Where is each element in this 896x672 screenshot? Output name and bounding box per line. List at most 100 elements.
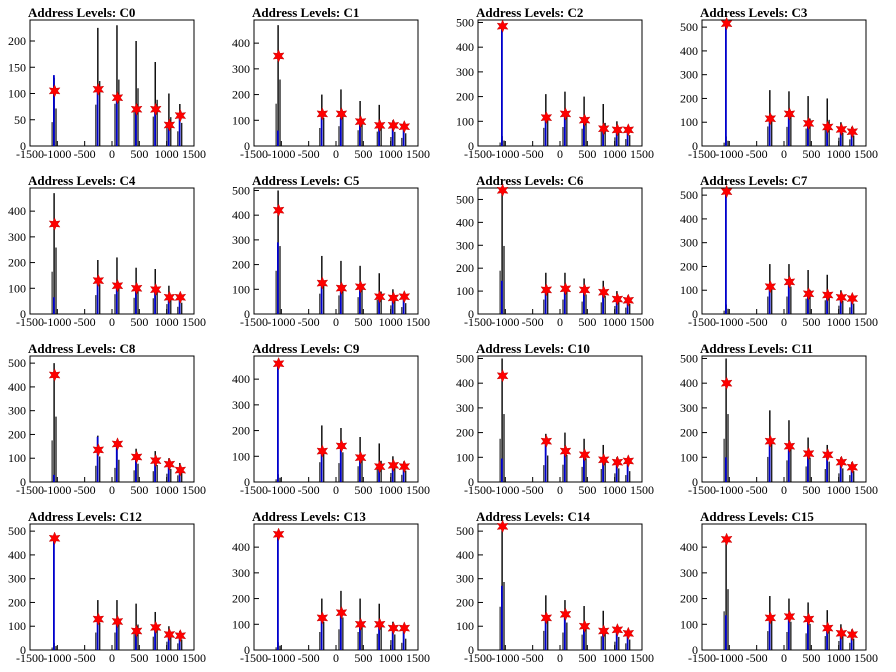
- x-tick-label: -500: [298, 483, 320, 497]
- y-tick-label: 200: [232, 424, 250, 438]
- chart-panel: Address Levels: C14 0 100 200 300 400 500 -1500…: [456, 509, 654, 665]
- black-bar: [342, 617, 344, 650]
- black-bar: [177, 643, 179, 650]
- x-tick-label: 1000: [379, 147, 403, 161]
- black-bar: [357, 130, 359, 146]
- blue-bar: [96, 280, 99, 314]
- black-bar: [790, 448, 792, 482]
- black-bar: [824, 300, 826, 314]
- black-bar: [786, 126, 788, 146]
- x-tick-label: -500: [522, 315, 544, 329]
- x-tick-label: -1500: [464, 483, 492, 497]
- marker-point: [149, 453, 162, 468]
- black-bar: [629, 135, 631, 146]
- black-bar: [279, 79, 281, 146]
- y-tick-label: 400: [232, 540, 250, 554]
- x-tick-label: -1500: [688, 147, 716, 161]
- black-bar: [376, 131, 378, 146]
- y-tick-label: 100: [8, 451, 26, 465]
- x-tick-label: -500: [746, 315, 768, 329]
- marker-point: [622, 123, 635, 137]
- chart-title: Address Levels: C11: [700, 341, 813, 356]
- black-bar: [135, 41, 137, 146]
- y-tick-label: 150: [8, 60, 26, 74]
- black-bar: [181, 122, 183, 146]
- black-bar: [114, 103, 116, 146]
- black-bar: [618, 636, 620, 650]
- y-tick-label: 0: [692, 307, 698, 321]
- x-tick-label: 1000: [155, 147, 179, 161]
- black-bar: [767, 296, 769, 314]
- marker-point: [802, 446, 815, 461]
- marker-point: [335, 281, 348, 295]
- marker-point: [92, 443, 105, 457]
- x-tick-label: -500: [74, 651, 96, 665]
- marker-point: [272, 49, 285, 63]
- marker-point: [387, 118, 400, 133]
- x-tick-label: -1500: [240, 483, 268, 497]
- marker-point: [783, 275, 796, 289]
- y-tick-label: 200: [680, 592, 698, 606]
- x-tick-label: -500: [74, 315, 96, 329]
- marker-point: [496, 369, 509, 383]
- black-bar: [600, 636, 602, 650]
- black-bar: [170, 636, 172, 650]
- marker-point: [846, 124, 859, 139]
- black-bar: [566, 291, 568, 314]
- y-tick-label: 0: [692, 139, 698, 153]
- blue-bar: [850, 299, 853, 314]
- marker-point: [611, 623, 624, 637]
- marker-point: [578, 448, 591, 462]
- blue-bar: [839, 299, 842, 314]
- y-tick-label: 100: [680, 450, 698, 464]
- y-tick-label: 0: [468, 643, 474, 657]
- black-bar: [357, 297, 359, 314]
- y-tick-label: 200: [680, 426, 698, 440]
- x-tick-label: 500: [130, 483, 148, 497]
- x-tick-label: 1000: [379, 483, 403, 497]
- black-bar: [166, 641, 168, 650]
- y-tick-label: 200: [232, 592, 250, 606]
- blue-bar: [178, 470, 181, 482]
- chart-panel: Address Levels: C10 0 100 200 300 400 500 -1500…: [456, 341, 654, 497]
- black-bar: [390, 305, 392, 314]
- y-tick-label: 300: [8, 572, 26, 586]
- marker-point: [174, 290, 187, 305]
- marker-point: [354, 617, 367, 632]
- y-tick-label: 300: [680, 236, 698, 250]
- black-bar: [394, 131, 396, 146]
- y-tick-label: 400: [232, 36, 250, 50]
- marker-point: [783, 107, 796, 121]
- marker-point: [316, 611, 329, 625]
- x-tick-label: 1500: [406, 315, 430, 329]
- y-tick-label: 500: [456, 192, 474, 206]
- black-bar: [604, 461, 606, 482]
- black-bar: [376, 633, 378, 650]
- black-bar: [323, 450, 325, 482]
- black-bar: [342, 114, 344, 146]
- chart-panel: Address Levels: C13 0 100 200 300 400 -1500 -10…: [232, 509, 430, 665]
- marker-point: [846, 460, 859, 474]
- black-bar: [390, 640, 392, 650]
- x-tick-label: -1500: [464, 315, 492, 329]
- chart-title: Address Levels: C10: [476, 341, 590, 356]
- blue-bar: [626, 129, 629, 146]
- black-bar: [771, 620, 773, 650]
- x-tick-label: -1000: [491, 651, 519, 665]
- y-tick-label: 0: [20, 307, 26, 321]
- blue-bar: [544, 440, 547, 482]
- black-bar: [566, 622, 568, 650]
- black-bar: [390, 137, 392, 146]
- x-tick-label: 0: [333, 315, 339, 329]
- marker-point: [272, 203, 285, 217]
- black-bar: [566, 116, 568, 146]
- x-tick-label: 500: [578, 147, 596, 161]
- chart-panel: Address Levels: C80100200300400500-1500-…: [8, 341, 206, 497]
- x-tick-label: 0: [781, 651, 787, 665]
- black-bar: [279, 477, 281, 482]
- y-tick-label: 100: [232, 617, 250, 631]
- x-tick-label: 1000: [603, 147, 627, 161]
- y-tick-label: 400: [8, 204, 26, 218]
- black-bar: [723, 611, 725, 650]
- black-bar: [618, 132, 620, 146]
